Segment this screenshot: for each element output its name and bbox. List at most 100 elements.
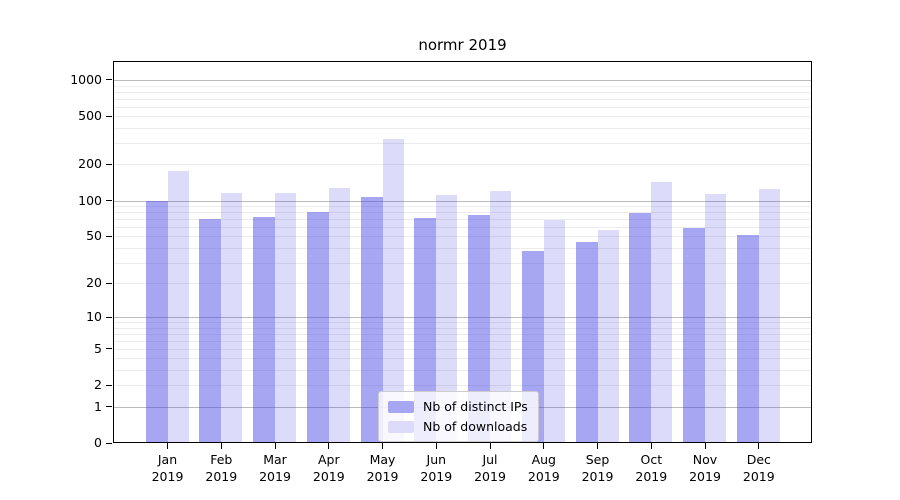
legend-swatch-downloads (388, 420, 414, 433)
bar-ips-jul-2019 (468, 214, 490, 442)
x-tick-label-line: 2019 (689, 469, 721, 484)
y-tick-mark (106, 348, 112, 350)
gridline-major (114, 79, 811, 81)
y-tick-label: 500 (78, 108, 102, 124)
x-tick-label: Jan 2019 (136, 451, 200, 485)
gridline-major (114, 200, 811, 202)
bar-downloads-jul-2019 (490, 190, 511, 442)
y-tick-label: 0 (94, 435, 102, 450)
bar-ips-feb-2019 (199, 219, 222, 442)
x-tick-label-line: Dec (746, 452, 771, 467)
x-tick-label-line: Oct (640, 452, 663, 467)
y-tick-label: 5 (94, 340, 102, 356)
bar-downloads-mar-2019 (275, 193, 296, 442)
x-tick-label: Apr 2019 (297, 451, 361, 485)
gridline-minor (114, 358, 811, 360)
gridline-minor (114, 385, 811, 387)
bar-downloads-may-2019 (382, 139, 404, 442)
x-tick-label: Aug 2019 (512, 451, 576, 485)
x-tick-label-line: 2019 (151, 469, 184, 484)
x-tick-label-line: 2019 (420, 469, 453, 484)
bar-downloads-sep-2019 (597, 229, 619, 442)
x-tick-label-line: Sep (585, 452, 610, 467)
x-tick-label-line: Feb (210, 452, 233, 467)
x-tick-label-line: Aug (531, 452, 556, 467)
bar-ips-apr-2019 (306, 212, 329, 442)
y-tick-mark (106, 163, 112, 165)
bar-ips-may-2019 (360, 197, 383, 442)
y-tick-label: 50 (86, 228, 102, 244)
legend-item-downloads: Nb of downloads (388, 419, 528, 434)
x-tick-label-line: 2019 (312, 469, 345, 484)
x-tick-mark (597, 443, 598, 449)
x-tick-label-line: 2019 (527, 469, 560, 484)
x-tick-label: Oct 2019 (619, 451, 683, 485)
x-tick-label-line: Nov (692, 452, 718, 467)
x-tick-mark (220, 443, 222, 449)
x-tick-label-line: 2019 (366, 469, 399, 484)
bar-downloads-aug-2019 (543, 219, 565, 442)
x-tick-mark (543, 443, 545, 449)
x-tick-label-line: Apr (317, 452, 340, 467)
y-tick-mark (106, 235, 112, 237)
x-tick-label-line: Jun (426, 452, 447, 467)
x-tick-mark (435, 443, 437, 449)
x-tick-label: Jun 2019 (404, 451, 468, 485)
gridline-minor (114, 340, 811, 342)
bar-downloads-jan-2019 (167, 171, 189, 442)
gridline-minor (114, 212, 811, 214)
x-tick-label-line: 2019 (635, 469, 668, 484)
gridline-minor (114, 227, 811, 228)
x-tick-label: Feb 2019 (189, 451, 253, 485)
x-tick-label-line: May (369, 452, 396, 467)
y-tick-label: 100 (78, 192, 102, 208)
gridline-minor (114, 116, 811, 118)
x-tick-label-line: 2019 (259, 469, 291, 484)
bar-downloads-jun-2019 (436, 195, 458, 442)
gridline-minor (114, 247, 811, 249)
y-tick-label: 1 (94, 398, 102, 414)
y-tick-mark (106, 406, 112, 408)
y-tick-mark (106, 115, 112, 117)
x-tick-mark (167, 443, 168, 449)
gridline-minor (114, 206, 811, 207)
gridline-minor (114, 348, 811, 350)
bar-ips-nov-2019 (683, 227, 705, 442)
bar-downloads-dec-2019 (758, 189, 780, 442)
gridline-minor (114, 236, 811, 238)
gridline-minor (114, 98, 811, 100)
gridline-minor (114, 283, 811, 284)
chart-title: normr 2019 (418, 36, 507, 54)
legend-item-distinct-ips: Nb of distinct IPs (388, 399, 528, 414)
bar-ips-dec-2019 (736, 235, 759, 442)
gridline-minor (114, 322, 811, 323)
bar-ips-sep-2019 (575, 241, 598, 442)
x-tick-label: May 2019 (351, 451, 415, 485)
x-tick-mark (274, 443, 276, 449)
bar-downloads-apr-2019 (328, 187, 350, 442)
gridline-minor (114, 91, 811, 93)
bar-ips-jun-2019 (414, 218, 437, 442)
legend-label-distinct-ips: Nb of distinct IPs (423, 399, 528, 414)
x-tick-mark (650, 443, 652, 449)
x-tick-label: Jul 2019 (458, 451, 522, 485)
x-tick-label: Dec 2019 (727, 451, 791, 485)
gridline-minor (114, 333, 811, 335)
y-tick-mark (106, 316, 112, 318)
x-tick-label: Sep 2019 (566, 451, 630, 485)
legend: Nb of distinct IPs Nb of downloads (378, 391, 539, 442)
bar-downloads-oct-2019 (651, 181, 673, 442)
gridline-major (114, 317, 811, 318)
x-tick-mark (382, 443, 383, 449)
x-tick-mark (758, 443, 760, 449)
x-tick-label-line: Mar (263, 452, 287, 467)
x-tick-label-line: 2019 (205, 469, 238, 484)
y-tick-label: 1000 (70, 71, 102, 87)
y-tick-mark (106, 79, 112, 81)
x-tick-label: Nov 2019 (673, 451, 737, 485)
bar-ips-oct-2019 (629, 212, 652, 442)
y-tick-mark (106, 442, 112, 444)
x-tick-label-line: Jul (482, 452, 498, 467)
y-tick-label: 200 (78, 156, 102, 172)
